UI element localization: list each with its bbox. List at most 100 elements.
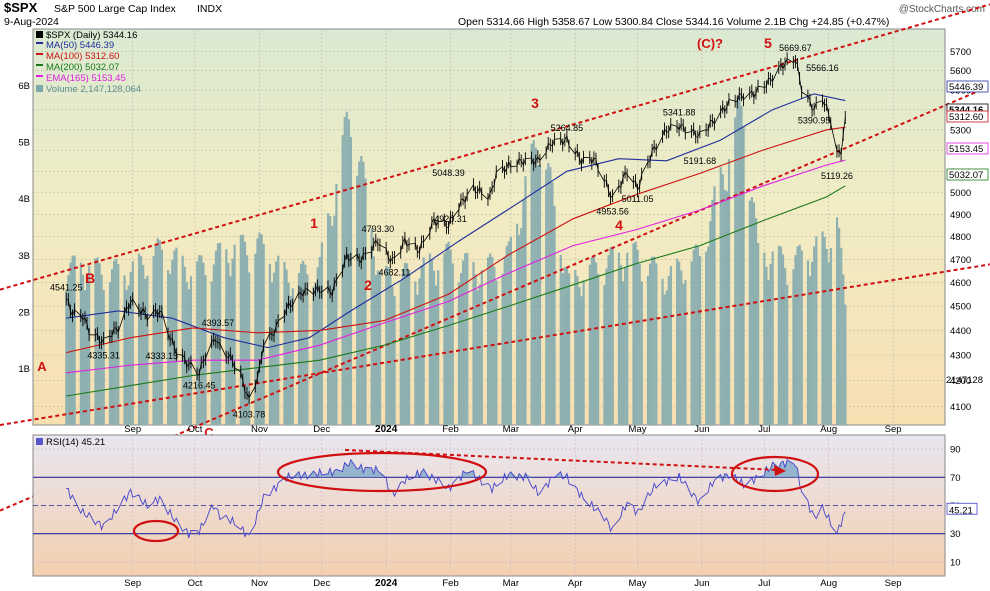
price-tick-label: 4800 bbox=[950, 232, 971, 243]
price-peak-label: 5011.05 bbox=[622, 194, 654, 204]
price-tick-label: 5700 bbox=[950, 47, 971, 58]
volume-bar bbox=[561, 273, 564, 425]
volume-bar bbox=[129, 271, 132, 425]
volume-bar bbox=[640, 281, 643, 425]
volume-bar bbox=[821, 231, 824, 425]
volume-bar bbox=[551, 182, 554, 425]
rsi-line bbox=[66, 458, 846, 539]
volume-bar bbox=[144, 278, 147, 425]
volume-bar bbox=[123, 275, 126, 425]
time-tick-label: Apr bbox=[568, 424, 583, 435]
volume-bar bbox=[698, 255, 702, 425]
legend-swatch bbox=[36, 42, 43, 44]
price-right-label-box bbox=[946, 80, 989, 93]
time-tick-label: Mar bbox=[503, 424, 519, 435]
volume-bar bbox=[140, 256, 143, 425]
time-tick-label: Sep bbox=[124, 424, 141, 435]
legend-label: MA(100) 5312.60 bbox=[46, 51, 119, 62]
volume-bar bbox=[335, 184, 338, 425]
volume-bar bbox=[711, 199, 714, 425]
volume-bar bbox=[559, 254, 562, 425]
volume-bar bbox=[545, 169, 548, 425]
volume-bar bbox=[275, 261, 278, 425]
volume-bar bbox=[520, 227, 523, 425]
volume-bar bbox=[102, 289, 105, 425]
volume-bar bbox=[202, 262, 205, 425]
time-tick-label: 2024 bbox=[375, 578, 398, 589]
volume-bar bbox=[326, 213, 330, 425]
volume-bar bbox=[210, 281, 213, 425]
volume-bar bbox=[590, 257, 594, 425]
volume-bar bbox=[449, 249, 452, 425]
volume-bar bbox=[779, 246, 783, 425]
volume-bar bbox=[748, 200, 751, 425]
time-tick-label: May bbox=[629, 424, 647, 435]
price-peak-labels: 4541.25 4335.31 4333.15 4216.45 4393.57 4103.… bbox=[50, 43, 853, 419]
volume-bar bbox=[682, 283, 685, 425]
time-tick-label: Oct bbox=[188, 578, 203, 589]
volume-bar bbox=[582, 280, 585, 425]
wave-label: A bbox=[37, 359, 47, 374]
volume-bar bbox=[752, 202, 756, 425]
volume-bar bbox=[690, 261, 693, 425]
volume-bar bbox=[567, 273, 571, 425]
volume-bar bbox=[167, 270, 170, 425]
price-peak-label: 4541.25 bbox=[50, 282, 83, 292]
volume-bar bbox=[370, 228, 373, 425]
wave-label: 2 bbox=[364, 277, 372, 293]
price-peak-label: 4393.57 bbox=[202, 318, 235, 328]
volume-bar bbox=[233, 244, 236, 425]
price-tick-label: 5600 bbox=[950, 66, 971, 77]
time-tick-label: Jun bbox=[694, 424, 709, 435]
volume-bar bbox=[160, 249, 164, 425]
volume-bar bbox=[692, 249, 695, 425]
volume-bar bbox=[81, 274, 85, 425]
time-axis: Sep Sep Oct Oct Nov Nov Dec Dec 2024 2024 Feb Feb Ma… bbox=[124, 424, 901, 589]
volume-bar bbox=[154, 243, 157, 425]
volume-bar bbox=[387, 266, 390, 425]
volume-bar bbox=[376, 270, 380, 425]
rsi-series bbox=[66, 458, 846, 539]
time-tick-label: Mar bbox=[503, 578, 519, 589]
time-tick-label: Nov bbox=[251, 578, 268, 589]
volume-bar bbox=[678, 261, 681, 425]
price-peak-label: 5669.67 bbox=[779, 43, 812, 53]
time-tick-label: Jul bbox=[758, 424, 770, 435]
price-right-label: 5446.39 bbox=[949, 82, 983, 93]
volume-bar bbox=[480, 270, 483, 425]
price-right-label: 5032.07 bbox=[949, 170, 983, 181]
volume-bar bbox=[372, 256, 375, 425]
price-tick-label: 4100 bbox=[950, 402, 971, 413]
time-tick-label: Sep bbox=[885, 424, 902, 435]
rsi-tick-label: 90 bbox=[950, 445, 961, 456]
volume-bar bbox=[588, 264, 591, 425]
time-tick-label: Oct bbox=[188, 424, 203, 435]
volume-bar bbox=[218, 242, 222, 425]
volume-bar bbox=[204, 275, 207, 425]
volume-bar bbox=[152, 256, 155, 425]
volume-bar bbox=[553, 205, 556, 425]
volume-bar bbox=[844, 304, 847, 425]
volume-bar bbox=[183, 266, 186, 425]
price-tick-label: 4200 bbox=[950, 376, 971, 387]
volume-bar bbox=[79, 262, 82, 425]
volume-last-label: 2147128 bbox=[946, 375, 983, 386]
volume-bar bbox=[813, 246, 816, 425]
volume-bar bbox=[705, 251, 708, 425]
volume-bar bbox=[811, 261, 814, 425]
volume-bar bbox=[403, 262, 407, 425]
time-tick-label: Aug bbox=[820, 578, 837, 589]
volume-bar bbox=[798, 244, 801, 425]
volume-bar bbox=[725, 191, 729, 425]
volume-bar bbox=[189, 276, 193, 425]
volume-bar bbox=[227, 262, 230, 425]
price-peak-label: 5566.16 bbox=[806, 63, 839, 73]
rsi-axis: 907050301045.21 bbox=[946, 445, 978, 568]
legend-ma200: MA(200) 5032.07 bbox=[36, 62, 119, 73]
volume-bar bbox=[765, 266, 768, 425]
volume-bar bbox=[621, 281, 625, 425]
wave-label: (C)? bbox=[697, 36, 723, 51]
price-right-label-box bbox=[946, 110, 989, 123]
divergence-arrow-line bbox=[344, 449, 779, 471]
